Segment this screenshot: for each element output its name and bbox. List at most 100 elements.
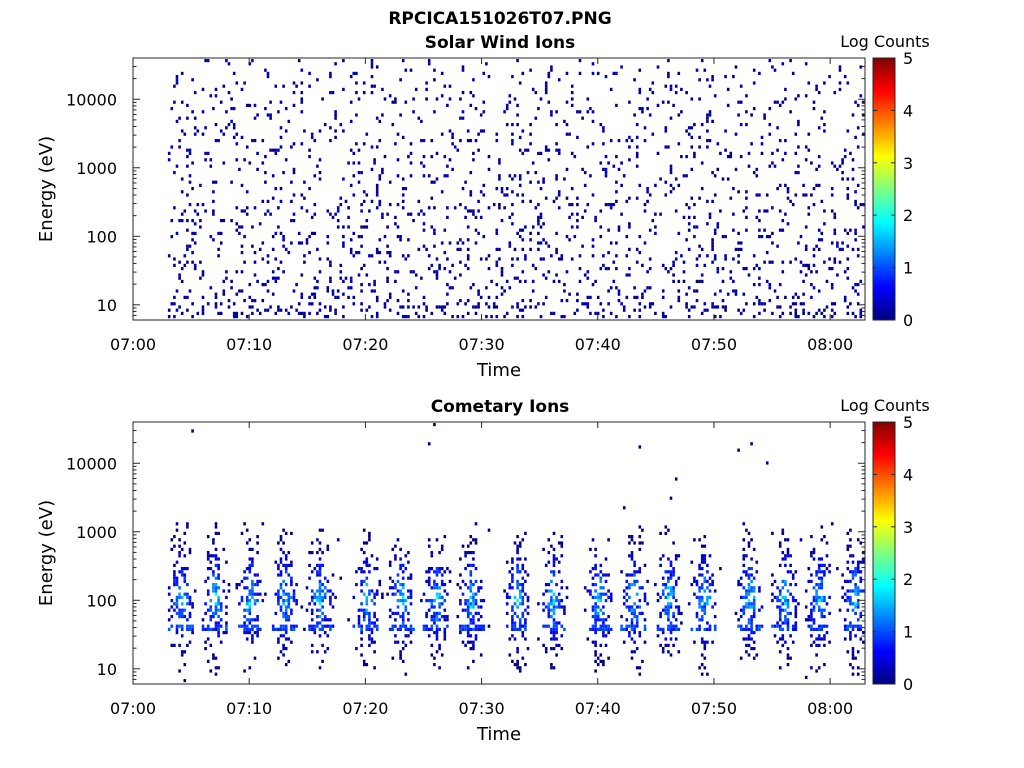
count-cell <box>464 215 467 219</box>
count-cell <box>186 522 189 526</box>
count-cell <box>368 634 371 638</box>
count-cell <box>555 123 558 127</box>
count-cell <box>856 283 860 287</box>
count-cell <box>859 615 863 619</box>
figure-title: RPCICA151026T07.PNG <box>388 9 611 29</box>
count-cell <box>245 599 249 603</box>
count-cell <box>292 193 296 197</box>
count-cell <box>591 254 595 258</box>
count-cell <box>635 570 639 574</box>
count-cell <box>596 573 600 577</box>
count-cell <box>365 557 369 561</box>
count-cell <box>555 605 558 609</box>
count-cell <box>745 94 748 98</box>
count-cell <box>739 123 743 127</box>
count-cell <box>570 203 574 207</box>
count-cell <box>594 650 597 654</box>
count-cell <box>357 567 361 571</box>
count-cell <box>521 71 525 75</box>
count-cell <box>368 538 371 542</box>
count-cell <box>479 605 483 609</box>
count-cell <box>747 531 751 535</box>
count-cell <box>851 602 855 606</box>
count-cell <box>607 589 610 593</box>
count-cell <box>180 611 184 615</box>
count-cell <box>251 589 254 593</box>
count-cell <box>810 611 813 615</box>
count-cell <box>641 263 644 267</box>
count-cell <box>750 647 753 651</box>
count-cell <box>625 254 629 258</box>
count-cell <box>643 563 647 567</box>
count-cell <box>365 219 369 223</box>
count-cell <box>633 631 636 635</box>
count-cell <box>604 171 608 175</box>
count-cell <box>669 576 673 580</box>
count-cell <box>667 602 670 606</box>
count-cell <box>300 241 304 245</box>
count-cell <box>264 592 267 596</box>
count-cell <box>607 228 610 232</box>
count-cell <box>511 557 514 561</box>
count-cell <box>362 263 366 267</box>
count-cell <box>602 573 605 577</box>
count-cell <box>599 653 603 657</box>
count-cell <box>435 631 439 635</box>
count-cell <box>394 634 397 638</box>
count-cell <box>667 270 670 274</box>
count-cell <box>266 75 270 79</box>
count-cell <box>859 570 863 574</box>
count-cell <box>266 199 270 203</box>
count-cell <box>685 91 688 95</box>
count-cell <box>846 129 850 133</box>
count-cell <box>204 158 207 162</box>
count-cell <box>745 123 748 127</box>
count-cell <box>698 563 701 567</box>
count-cell <box>425 615 428 619</box>
count-cell <box>747 583 751 587</box>
count-cell <box>318 528 322 532</box>
count-cell <box>700 595 704 599</box>
count-cell <box>807 624 811 628</box>
count-cell <box>373 283 376 287</box>
count-cell <box>659 611 662 615</box>
count-cell <box>240 225 244 229</box>
count-cell <box>323 624 327 628</box>
count-cell <box>435 627 439 631</box>
count-cell <box>482 100 486 104</box>
count-cell <box>784 621 787 625</box>
count-cell <box>555 231 558 235</box>
count-cell <box>313 292 317 296</box>
count-cell <box>604 573 608 577</box>
count-cell <box>404 68 408 72</box>
count-cell <box>622 602 626 606</box>
count-cell <box>308 302 311 306</box>
count-cell <box>633 608 636 612</box>
count-cell <box>604 599 608 603</box>
count-cell <box>695 627 699 631</box>
count-cell <box>752 615 756 619</box>
count-cell <box>854 135 857 139</box>
count-cell <box>664 643 668 647</box>
count-cell <box>271 292 275 296</box>
count-cell <box>375 190 379 194</box>
count-cell <box>547 538 551 542</box>
count-cell <box>284 615 288 619</box>
count-cell <box>404 624 408 628</box>
count-cell <box>352 71 356 75</box>
count-cell <box>474 602 478 606</box>
count-cell <box>555 631 558 635</box>
count-cell <box>282 238 285 242</box>
y-tick-label: 10 <box>97 296 117 315</box>
count-cell <box>654 183 657 187</box>
count-cell <box>336 289 340 293</box>
count-cell <box>836 167 839 171</box>
count-cell <box>427 608 431 612</box>
count-cell <box>456 247 460 251</box>
count-cell <box>846 579 850 583</box>
count-cell <box>206 151 210 155</box>
count-cell <box>828 570 831 574</box>
count-cell <box>368 535 371 539</box>
count-cell <box>794 151 798 155</box>
count-cell <box>690 627 694 631</box>
